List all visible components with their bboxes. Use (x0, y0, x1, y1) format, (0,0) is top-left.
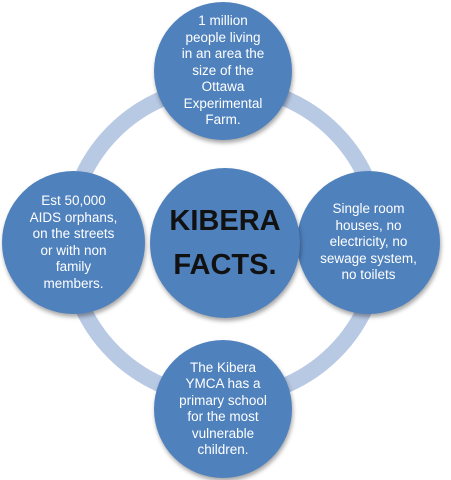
fact-text-left: Est 50,000 AIDS orphans, on the streets … (29, 193, 118, 291)
fact-text-right: Single room houses, no electricity, no s… (320, 201, 417, 283)
fact-node-top: 1 million people living in an area the s… (154, 2, 292, 140)
fact-text-top: 1 million people living in an area the s… (181, 13, 265, 128)
fact-text-bottom: The Kibera YMCA has a primary school for… (179, 359, 267, 458)
fact-node-right: Single room houses, no electricity, no s… (297, 171, 440, 314)
fact-node-bottom: The Kibera YMCA has a primary school for… (154, 340, 292, 478)
center-node: KIBERA FACTS. (150, 168, 300, 318)
fact-node-left: Est 50,000 AIDS orphans, on the streets … (2, 171, 145, 314)
center-title: KIBERA FACTS. (169, 205, 281, 281)
